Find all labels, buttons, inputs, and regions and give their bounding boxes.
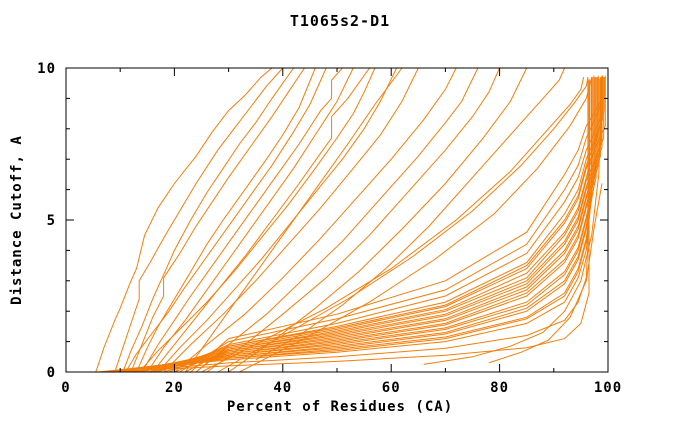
model-curve xyxy=(95,67,273,373)
model-curve xyxy=(163,78,600,373)
model-curve xyxy=(130,67,305,373)
model-curve xyxy=(149,75,606,373)
model-curve xyxy=(206,67,501,373)
model-curve xyxy=(488,183,603,364)
model-curve xyxy=(163,67,419,373)
y-tick-label: 0 xyxy=(47,365,56,381)
model-curve xyxy=(147,77,596,373)
model-curve xyxy=(146,67,354,373)
model-curve xyxy=(122,67,295,373)
x-tick-label: 100 xyxy=(594,380,622,396)
x-axis-label: Percent of Residues (CA) xyxy=(226,399,454,415)
model-curve xyxy=(184,77,599,373)
model-curve xyxy=(195,67,479,373)
model-curve xyxy=(179,75,604,373)
chart-title: T1065s2-D1 xyxy=(289,12,391,30)
x-tick-label: 20 xyxy=(165,380,184,396)
x-tick-label: 0 xyxy=(61,380,70,396)
model-curve xyxy=(239,76,593,373)
model-curve xyxy=(228,67,528,373)
model-curve xyxy=(114,67,284,373)
y-tick-label: 5 xyxy=(47,213,56,229)
model-curve xyxy=(122,80,589,373)
model-curve xyxy=(157,67,398,373)
model-curve xyxy=(136,67,316,373)
model-curve xyxy=(152,77,598,373)
model-curve xyxy=(157,77,604,373)
y-tick-label: 10 xyxy=(37,61,56,77)
x-tick-label: 60 xyxy=(382,380,401,396)
model-curve xyxy=(195,77,602,373)
model-curve xyxy=(217,77,589,373)
model-curve xyxy=(125,67,327,373)
model-curve xyxy=(136,80,592,373)
model-curve xyxy=(138,67,376,373)
model-curve xyxy=(174,77,602,373)
model-curve xyxy=(152,67,370,373)
model-curve xyxy=(174,67,457,373)
model-curve xyxy=(423,140,601,365)
x-tick-label: 80 xyxy=(490,380,509,396)
model-curve xyxy=(168,77,605,373)
x-tick-label: 40 xyxy=(273,380,292,396)
model-curve xyxy=(130,77,594,373)
model-curve xyxy=(141,67,343,373)
model-curve xyxy=(109,78,590,373)
model-curve xyxy=(201,76,585,373)
model-curve xyxy=(184,67,403,373)
model-curve xyxy=(120,75,599,373)
model-curve xyxy=(255,67,566,361)
model-curve xyxy=(190,77,606,373)
